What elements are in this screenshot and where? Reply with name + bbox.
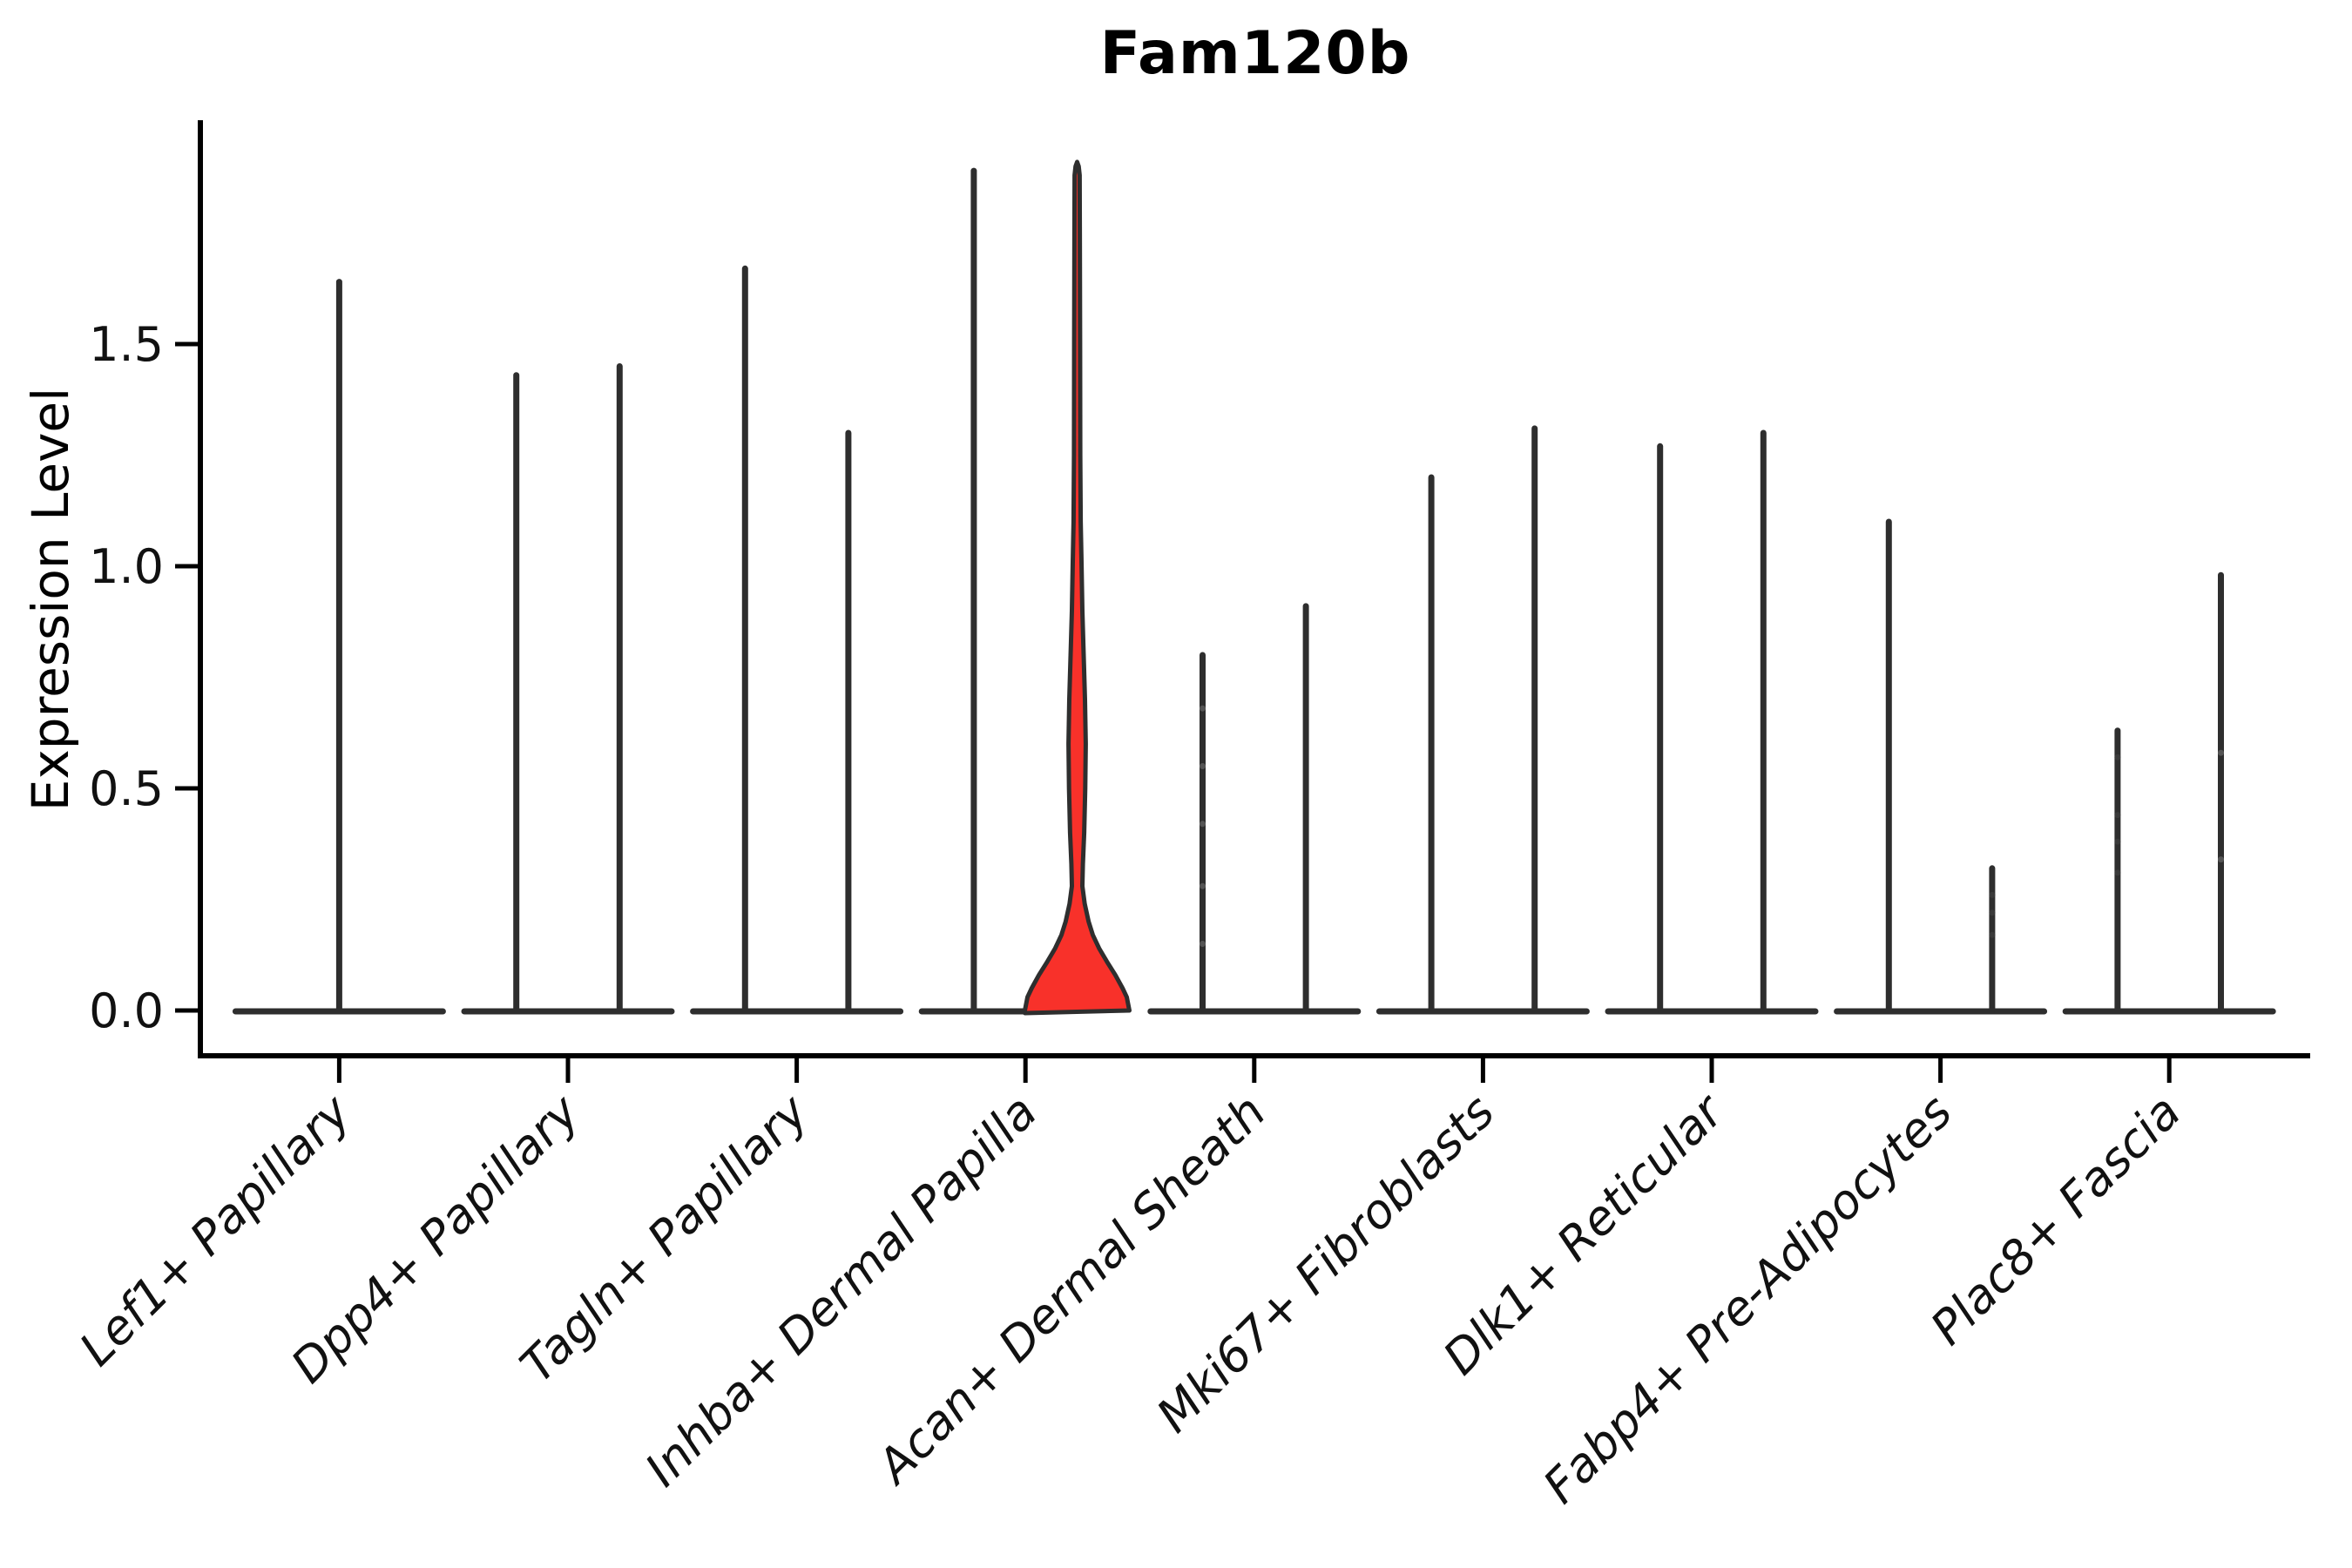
y-tick-label: 1.5 bbox=[89, 317, 164, 372]
cell-point bbox=[1200, 763, 1206, 769]
cell-point bbox=[2114, 754, 2121, 760]
x-tick-label: Fabp4+ Pre-Adipocytes bbox=[1532, 1085, 1962, 1514]
cell-point bbox=[2114, 812, 2121, 819]
y-tick-label: 1.0 bbox=[89, 539, 164, 594]
cell-point bbox=[1200, 882, 1206, 889]
cell-point bbox=[2218, 749, 2224, 756]
x-tick-label: Acan+ Dermal Sheath bbox=[865, 1085, 1276, 1496]
cell-point bbox=[1200, 821, 1206, 828]
cell-point bbox=[1989, 931, 1996, 938]
cell-point bbox=[2218, 856, 2224, 863]
cell-point bbox=[1200, 705, 1206, 712]
cell-point bbox=[1200, 941, 1206, 947]
x-tick-label: Inhba+ Dermal Papilla bbox=[635, 1085, 1048, 1497]
cell-point bbox=[1989, 891, 1996, 898]
highlighted-violin bbox=[1023, 159, 1132, 1016]
cell-point bbox=[2114, 838, 2121, 845]
chart-title: Fam120b bbox=[1099, 19, 1411, 88]
cell-point bbox=[1989, 909, 1996, 916]
y-tick-label: 0.0 bbox=[89, 983, 164, 1038]
y-tick-label: 0.5 bbox=[89, 761, 164, 816]
x-tick-label: Plac8+ Fascia bbox=[1920, 1085, 2191, 1355]
cell-point bbox=[2114, 869, 2121, 876]
